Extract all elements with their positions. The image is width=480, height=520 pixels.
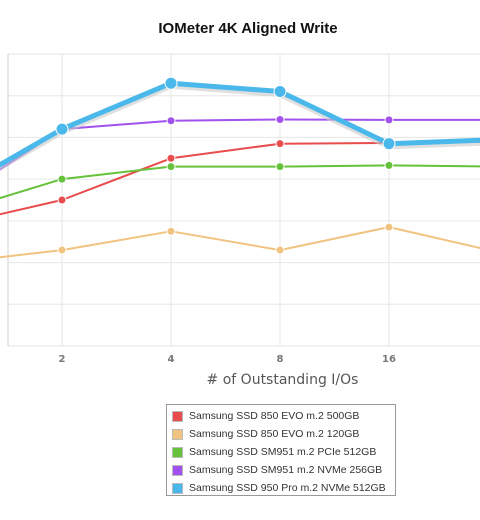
legend-label: Samsung SSD 850 EVO m.2 120GB <box>189 428 360 440</box>
legend-swatch <box>172 428 183 440</box>
data-point <box>57 245 67 255</box>
data-point <box>57 174 67 184</box>
legend: Samsung SSD 850 EVO m.2 500GB Samsung SSD… <box>166 404 396 496</box>
legend-swatch <box>172 482 183 494</box>
data-point <box>275 245 285 255</box>
data-point <box>382 137 396 151</box>
legend-item[interactable]: Samsung SSD SM951 m.2 NVMe 256GB <box>172 461 395 479</box>
series-line-2 <box>0 226 480 259</box>
data-point <box>166 153 176 163</box>
data-point <box>384 160 394 170</box>
legend-label: Samsung SSD 850 EVO m.2 500GB <box>189 410 360 422</box>
data-point <box>273 85 287 99</box>
series-line-3 <box>0 164 480 200</box>
data-point <box>384 222 394 232</box>
x-axis-title: # of Outstanding I/Os <box>206 372 359 388</box>
legend-label: Samsung SSD SM951 m.2 NVMe 256GB <box>189 464 383 476</box>
data-point <box>57 195 67 205</box>
legend-item[interactable]: Samsung SSD SM951 m.2 PCIe 512GB <box>172 443 395 461</box>
legend-swatch <box>172 464 183 476</box>
legend-swatch <box>172 410 183 422</box>
x-tick-label: 2 <box>59 354 66 365</box>
data-point <box>166 116 176 126</box>
chart-title: IOMeter 4K Aligned Write <box>158 20 338 37</box>
series-line-4 <box>0 118 480 171</box>
data-point <box>275 162 285 172</box>
series-line-1 <box>0 140 480 216</box>
line-chart: 2 4 8 16 <box>0 53 480 365</box>
x-tick-label: 8 <box>277 354 284 365</box>
legend-item[interactable]: Samsung SSD 950 Pro m.2 NVMe 512GB <box>172 479 395 497</box>
data-point <box>166 226 176 236</box>
data-point <box>166 162 176 172</box>
series-line-5 <box>0 80 480 168</box>
data-point <box>384 115 394 125</box>
legend-label: Samsung SSD 950 Pro m.2 NVMe 512GB <box>189 482 386 494</box>
data-point <box>275 139 285 149</box>
legend-label: Samsung SSD SM951 m.2 PCIe 512GB <box>189 446 377 458</box>
legend-item[interactable]: Samsung SSD 850 EVO m.2 120GB <box>172 425 395 443</box>
x-tick-label: 4 <box>168 354 175 365</box>
legend-item[interactable]: Samsung SSD 850 EVO m.2 500GB <box>172 407 395 425</box>
data-point <box>55 122 69 136</box>
x-tick-label: 16 <box>382 354 396 365</box>
data-point <box>275 114 285 124</box>
legend-swatch <box>172 446 183 458</box>
data-point <box>164 76 178 90</box>
